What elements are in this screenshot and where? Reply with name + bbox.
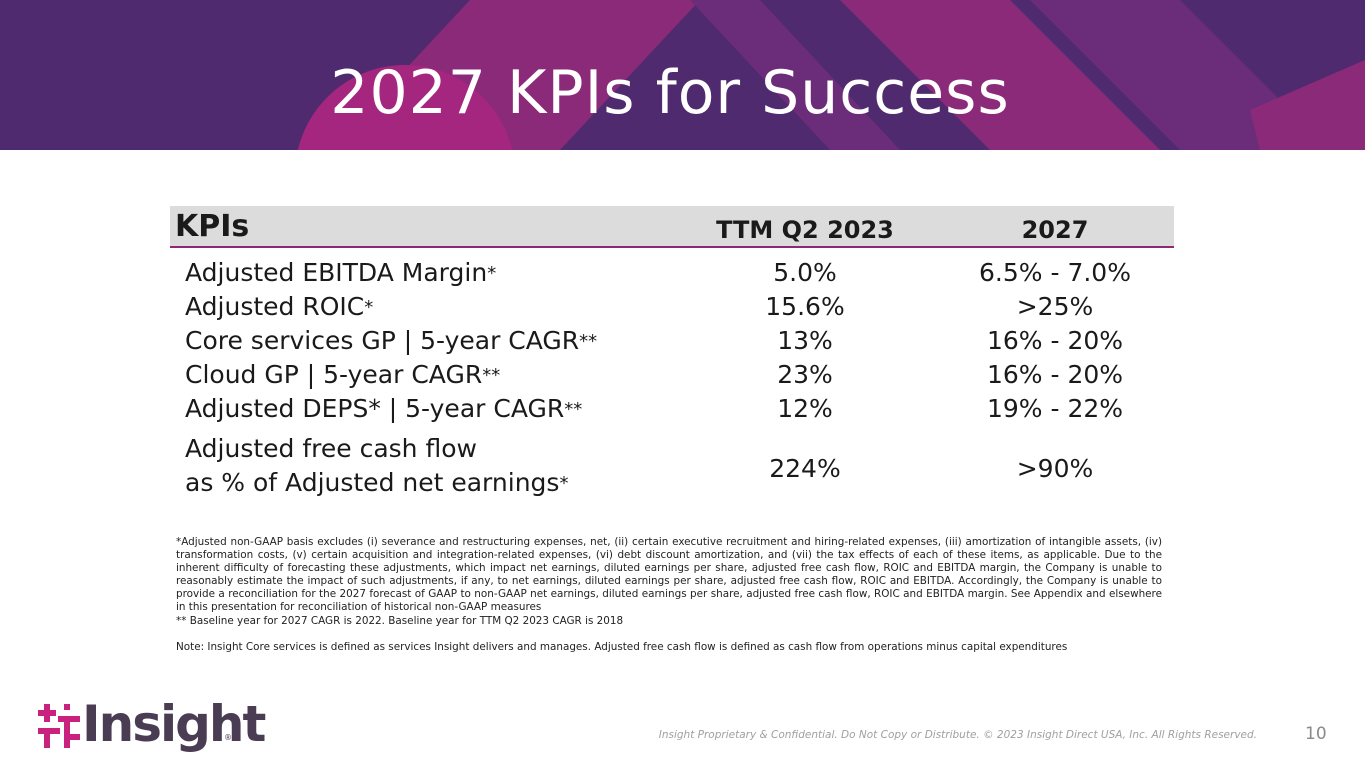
insight-logo-icon xyxy=(38,704,80,748)
row-2027-value: >90% xyxy=(1016,454,1094,483)
table-row: Adjusted ROIC* 15.6% >25% xyxy=(170,290,1174,324)
row-ttm-value: 5.0% xyxy=(773,258,837,287)
table-header: KPIs TTM Q2 2023 2027 xyxy=(170,206,1174,248)
page-number: 10 xyxy=(1305,724,1327,744)
banner-graphic xyxy=(0,0,1365,150)
footnote-note: Note: Insight Core services is defined a… xyxy=(176,640,1068,653)
header-ttm: TTM Q2 2023 xyxy=(716,216,894,244)
row-ttm-value: 13% xyxy=(777,326,833,355)
row-label: Core services GP | 5-year CAGR** xyxy=(185,326,598,355)
kpi-table: KPIs TTM Q2 2023 2027 Adjusted EBITDA Ma… xyxy=(170,206,1174,508)
row-label: Adjusted EBITDA Margin* xyxy=(185,258,497,287)
row-ttm-value: 23% xyxy=(777,360,833,389)
page-title: 2027 KPIs for Success xyxy=(330,58,1010,128)
footnotes: *Adjusted non-GAAP basis excludes (i) se… xyxy=(176,536,1162,654)
row-label: Adjusted ROIC* xyxy=(185,292,374,321)
row-2027-value: 16% - 20% xyxy=(986,360,1124,389)
table-row: Cloud GP | 5-year CAGR** 23% 16% - 20% xyxy=(170,358,1174,392)
footer-legal: Insight Proprietary & Confidential. Do N… xyxy=(658,729,1257,741)
row-label: Adjusted free cash flow as % of Adjusted… xyxy=(185,434,569,497)
header-kpis: KPIs xyxy=(175,209,250,244)
row-label: Cloud GP | 5-year CAGR** xyxy=(185,360,501,389)
table-row: Adjusted free cash flow as % of Adjusted… xyxy=(170,434,1174,508)
table-row: Adjusted EBITDA Margin* 5.0% 6.5% - 7.0% xyxy=(170,256,1174,290)
header-2027: 2027 xyxy=(1021,216,1089,244)
row-2027-value: 6.5% - 7.0% xyxy=(979,258,1131,287)
row-ttm-value: 224% xyxy=(769,454,841,483)
table-row: Adjusted DEPS* | 5-year CAGR** 12% 19% -… xyxy=(170,392,1174,426)
row-label: Adjusted DEPS* | 5-year CAGR** xyxy=(185,394,583,423)
brand-registered-mark: ® xyxy=(224,733,232,742)
footnote-baseline: ** Baseline year for 2027 CAGR is 2022. … xyxy=(176,614,624,627)
row-2027-value: >25% xyxy=(1016,292,1094,321)
table-row: Core services GP | 5-year CAGR** 13% 16%… xyxy=(170,324,1174,358)
title-banner: 2027 KPIs for Success xyxy=(0,0,1365,150)
row-ttm-value: 15.6% xyxy=(765,292,845,321)
footnote-adjusted: *Adjusted non-GAAP basis excludes (i) se… xyxy=(176,536,1162,614)
row-2027-value: 16% - 20% xyxy=(986,326,1124,355)
brand-wordmark: Insight xyxy=(82,695,266,753)
row-2027-value: 19% - 22% xyxy=(986,394,1124,423)
row-ttm-value: 12% xyxy=(777,394,833,423)
